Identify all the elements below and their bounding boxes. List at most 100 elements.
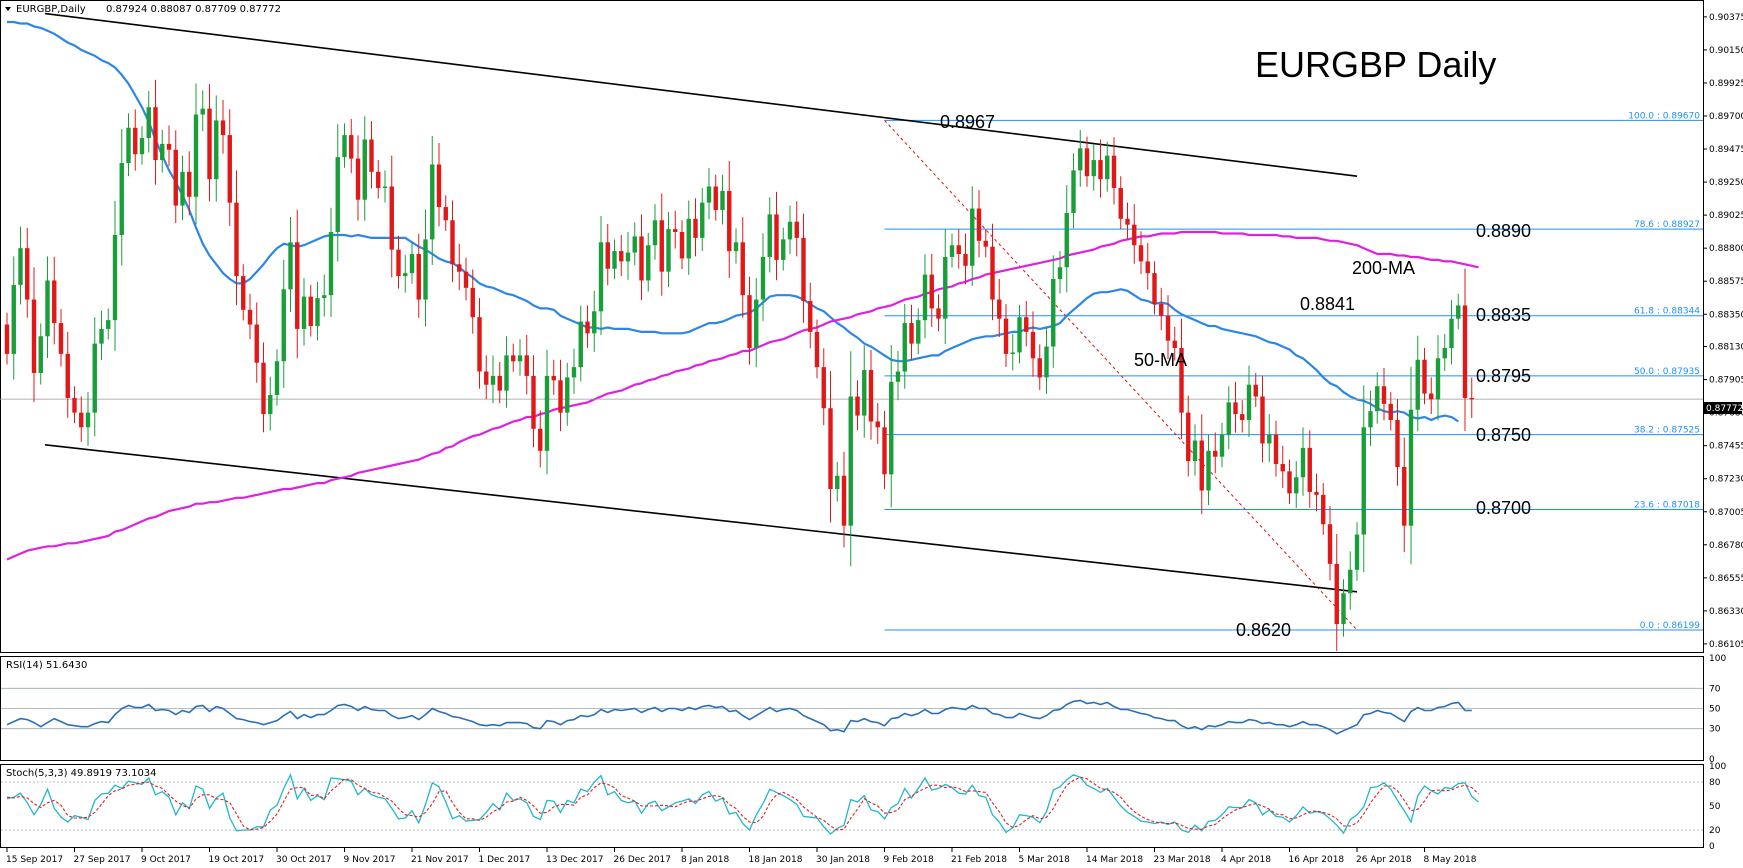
symbol-menu-triangle[interactable] bbox=[5, 7, 11, 11]
candle-body bbox=[1159, 303, 1164, 316]
candle-body bbox=[470, 287, 475, 318]
candle-body bbox=[652, 220, 658, 246]
candle-body bbox=[166, 143, 172, 150]
candle-body bbox=[565, 377, 570, 413]
candle-body bbox=[423, 239, 428, 300]
candle-body bbox=[146, 107, 151, 139]
candle-body bbox=[497, 375, 502, 391]
candle-body bbox=[301, 296, 307, 329]
date-tick-label: 26 Apr 2018 bbox=[1356, 855, 1412, 865]
candlesticks bbox=[4, 79, 1474, 651]
date-tick-label: 8 Jan 2018 bbox=[681, 855, 729, 865]
fib-level-label: 0.0 : 0.86199 bbox=[1640, 621, 1701, 631]
fib-swing-line bbox=[884, 120, 1358, 631]
candle-body bbox=[335, 157, 340, 233]
channel-trendline bbox=[44, 12, 1358, 178]
candle-body bbox=[11, 284, 16, 354]
candle-body bbox=[1206, 450, 1211, 491]
candle-body bbox=[1044, 346, 1049, 378]
candle-body bbox=[875, 421, 880, 428]
candle-body bbox=[943, 256, 948, 319]
candle-body bbox=[1024, 317, 1029, 332]
price-tick-label: 0.88575 bbox=[1709, 277, 1743, 287]
candle-body bbox=[430, 164, 435, 240]
symbol-header: EURGBP,Daily bbox=[16, 4, 86, 15]
date-tick-label: 5 Mar 2018 bbox=[1019, 855, 1071, 865]
candle-body bbox=[1294, 477, 1299, 494]
candle-body bbox=[1456, 305, 1461, 319]
price-tick-label: 0.90375 bbox=[1709, 13, 1743, 23]
candle-body bbox=[673, 229, 678, 233]
candle-body bbox=[58, 323, 64, 354]
candle-body bbox=[949, 245, 955, 257]
candle-body bbox=[787, 221, 793, 240]
candle-body bbox=[862, 370, 867, 416]
level-label-08890: 0.8890 bbox=[1476, 221, 1531, 241]
candle-body bbox=[1388, 403, 1393, 420]
candle-body bbox=[1462, 305, 1468, 398]
candle-body bbox=[369, 139, 374, 172]
date-tick-label: 9 Nov 2017 bbox=[344, 855, 396, 865]
candle-body bbox=[1273, 434, 1279, 465]
candle-body bbox=[1280, 464, 1285, 472]
candle-body bbox=[153, 107, 158, 161]
candle-body bbox=[31, 299, 37, 373]
candle-body bbox=[1422, 359, 1427, 394]
candle-body bbox=[281, 289, 286, 362]
candle-body bbox=[889, 381, 894, 475]
candle-body bbox=[268, 395, 273, 415]
candle-body bbox=[598, 242, 604, 312]
chart-title: EURGBP Daily bbox=[1255, 44, 1496, 85]
level-label-08795: 0.8795 bbox=[1476, 366, 1531, 386]
candle-body bbox=[801, 237, 806, 302]
candle-body bbox=[1078, 148, 1083, 171]
candle-body bbox=[1172, 340, 1177, 349]
50-ma-line bbox=[7, 20, 1459, 423]
candle-body bbox=[328, 232, 334, 296]
price-tick-label: 0.89250 bbox=[1709, 178, 1743, 188]
candle-body bbox=[720, 190, 725, 210]
current-price-tag: 0.87772 bbox=[1706, 404, 1743, 414]
candle-body bbox=[686, 218, 691, 259]
candle-body bbox=[18, 248, 23, 285]
candle-body bbox=[241, 276, 246, 310]
price-tick-label: 0.89925 bbox=[1709, 79, 1743, 89]
candle-body bbox=[814, 331, 820, 368]
candle-body bbox=[794, 221, 799, 238]
stoch-panel-frame bbox=[0, 764, 1704, 848]
candle-body bbox=[747, 295, 752, 349]
candle-body bbox=[308, 296, 313, 326]
candle-body bbox=[1300, 447, 1306, 478]
candle-body bbox=[1442, 348, 1447, 359]
annotation-high-08841: 0.8841 bbox=[1300, 294, 1355, 314]
candle-body bbox=[1152, 273, 1157, 304]
candle-body bbox=[1118, 187, 1123, 219]
candle-body bbox=[315, 298, 320, 326]
candle-body bbox=[99, 328, 104, 344]
candle-body bbox=[551, 375, 556, 381]
price-panel-frame bbox=[0, 0, 1704, 653]
candle-body bbox=[511, 355, 516, 362]
candle-body bbox=[841, 475, 847, 526]
candle-body bbox=[457, 264, 462, 272]
candle-body bbox=[1469, 397, 1474, 400]
candle-body bbox=[1341, 593, 1346, 625]
rsi-axis-label: 70 bbox=[1709, 684, 1721, 694]
candle-body bbox=[72, 397, 77, 413]
candle-body bbox=[1321, 494, 1326, 525]
date-tick-label: 27 Sep 2017 bbox=[74, 855, 131, 865]
candle-body bbox=[389, 186, 394, 250]
candle-body bbox=[126, 127, 131, 163]
channel-trendlines bbox=[44, 12, 1358, 593]
date-tick-label: 15 Sep 2017 bbox=[6, 855, 63, 865]
candle-body bbox=[1348, 569, 1353, 594]
candle-body bbox=[220, 120, 226, 136]
candle-body bbox=[1354, 534, 1360, 570]
candle-body bbox=[1253, 384, 1258, 397]
price-tick-label: 0.86780 bbox=[1709, 541, 1743, 551]
candle-body bbox=[916, 320, 921, 344]
price-tick-label: 0.89700 bbox=[1709, 112, 1743, 122]
candle-body bbox=[1192, 440, 1198, 462]
date-tick-label: 13 Dec 2017 bbox=[546, 855, 604, 865]
